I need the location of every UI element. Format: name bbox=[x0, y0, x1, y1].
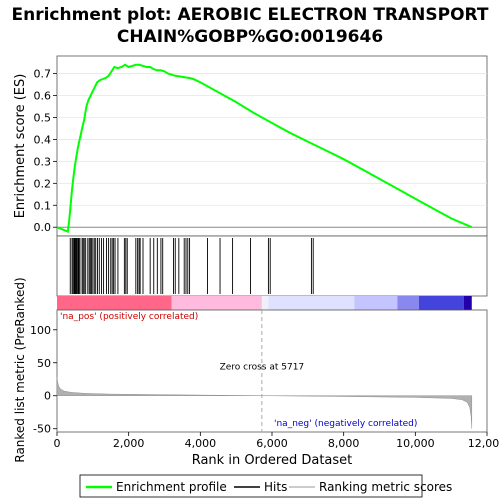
es-tick-label: 0.7 bbox=[34, 68, 52, 81]
legend: Enrichment profile Hits Ranking metric s… bbox=[79, 474, 452, 498]
rank-tick-label: 12,000 bbox=[468, 437, 500, 450]
zero-cross-label: Zero cross at 5717 bbox=[220, 362, 305, 372]
metric-plot-area bbox=[56, 309, 488, 433]
metric-tick-label: 0 bbox=[44, 390, 51, 403]
rank-x-ticks: 0 2,000 4,000 6,000 8,000 10,000 12,000 bbox=[54, 432, 500, 450]
es-y-axis-label: Enrichment score (ES) bbox=[13, 74, 28, 219]
heatmap-segment bbox=[261, 296, 269, 310]
legend-enrichment-label: Enrichment profile bbox=[116, 480, 227, 494]
negative-correlated-label: 'na_neg' (negatively correlated) bbox=[274, 419, 417, 429]
ranking-heatmap-bar bbox=[57, 296, 472, 310]
legend-hits-label: Hits bbox=[264, 480, 287, 494]
metric-tick-label: -50 bbox=[33, 423, 51, 436]
rank-tick-label: 8,000 bbox=[328, 437, 360, 450]
rank-x-axis-label: Rank in Ordered Dataset bbox=[192, 453, 353, 468]
rank-tick-label: 6,000 bbox=[256, 437, 288, 450]
hits-area bbox=[56, 235, 488, 297]
metric-tick-label: 50 bbox=[37, 357, 51, 370]
es-tick-label: 0.5 bbox=[34, 111, 52, 124]
es-plot-area bbox=[56, 55, 488, 237]
metric-y-ticks: 100 50 0 -50 bbox=[30, 324, 57, 436]
heatmap-segment bbox=[171, 296, 262, 310]
heatmap-segment bbox=[57, 296, 172, 310]
heatmap-segment bbox=[268, 296, 355, 310]
es-panel: 0.0 0.1 0.2 0.3 0.4 0.5 0.6 0.7 Enrichment scor… bbox=[13, 55, 488, 237]
heatmap-segment bbox=[463, 296, 472, 310]
rank-tick-label: 0 bbox=[54, 437, 61, 450]
legend-box bbox=[79, 474, 423, 498]
es-tick-label: 0.0 bbox=[34, 221, 52, 234]
legend-metric-label: Ranking metric scores bbox=[319, 480, 452, 494]
hit-lines bbox=[69, 238, 314, 294]
es-tick-label: 0.2 bbox=[34, 177, 52, 190]
heatmap-segment bbox=[354, 296, 398, 310]
es-tick-label: 0.6 bbox=[34, 90, 52, 103]
chart-title-line1: Enrichment plot: AEROBIC ELECTRON TRANSP… bbox=[12, 5, 489, 25]
heatmap-segment bbox=[397, 296, 419, 310]
es-gridlines bbox=[57, 73, 487, 228]
chart-title-line2: CHAIN%GOBP%GO:0019646 bbox=[117, 27, 383, 47]
rank-tick-label: 2,000 bbox=[113, 437, 145, 450]
rank-tick-label: 10,000 bbox=[396, 437, 435, 450]
es-tick-label: 0.1 bbox=[34, 199, 52, 212]
metric-y-axis-label: Ranked list metric (PreRanked) bbox=[13, 277, 27, 462]
rank-tick-label: 4,000 bbox=[185, 437, 217, 450]
positive-correlated-label: 'na_pos' (positively correlated) bbox=[60, 312, 198, 322]
es-tick-label: 0.4 bbox=[34, 133, 52, 146]
metric-tick-label: 100 bbox=[30, 324, 51, 337]
es-tick-label: 0.3 bbox=[34, 155, 52, 168]
enrichment-profile-line bbox=[56, 63, 473, 234]
es-y-ticks: 0.0 0.1 0.2 0.3 0.4 0.5 0.6 0.7 bbox=[34, 68, 57, 234]
hits-panel bbox=[56, 235, 488, 310]
heatmap-segment bbox=[418, 296, 464, 310]
